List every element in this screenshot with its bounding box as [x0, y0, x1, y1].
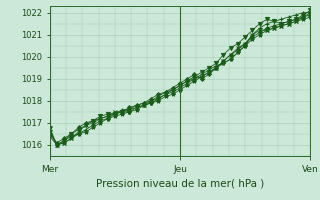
- X-axis label: Pression niveau de la mer( hPa ): Pression niveau de la mer( hPa ): [96, 178, 264, 188]
